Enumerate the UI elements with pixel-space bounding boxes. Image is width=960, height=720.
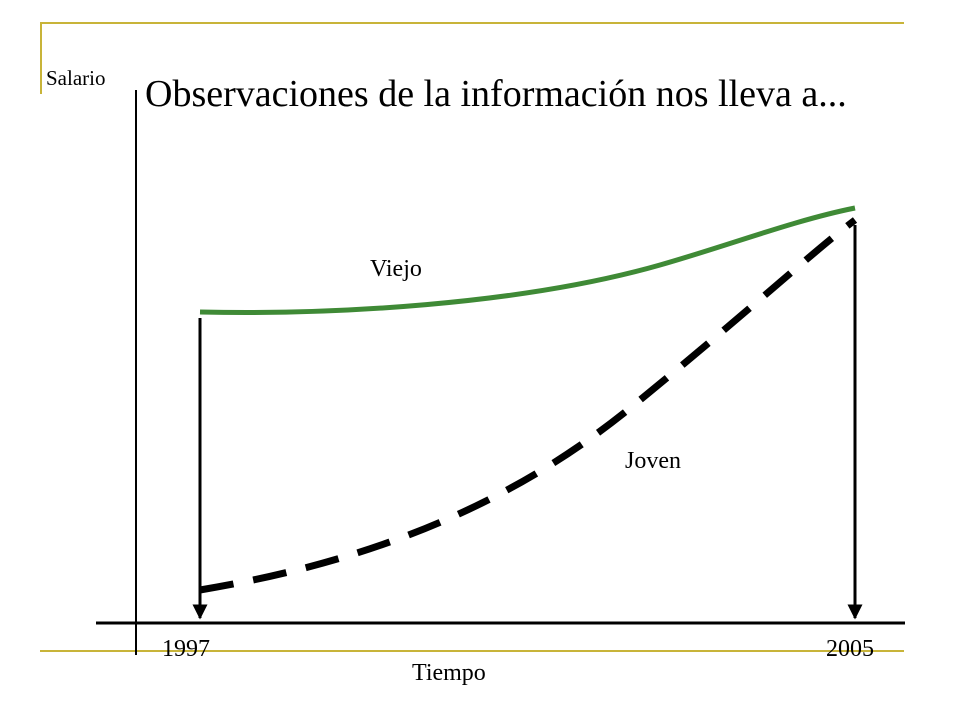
series-line-viejo	[199, 205, 856, 315]
x-tick-label-1997: 1997	[162, 636, 210, 662]
slide-title: Observaciones de la información nos llev…	[145, 73, 847, 115]
series-label-joven: Joven	[625, 448, 681, 474]
series-label-viejo: Viejo	[370, 256, 422, 282]
left-accent-line	[40, 22, 42, 94]
x-axis-label: Tiempo	[412, 660, 486, 686]
y-axis-label: Salario	[46, 66, 106, 90]
series-line-joven	[199, 217, 858, 594]
x-tick-label-2005: 2005	[826, 636, 874, 662]
top-accent-line	[40, 22, 904, 24]
bottom-accent-line	[40, 650, 904, 652]
